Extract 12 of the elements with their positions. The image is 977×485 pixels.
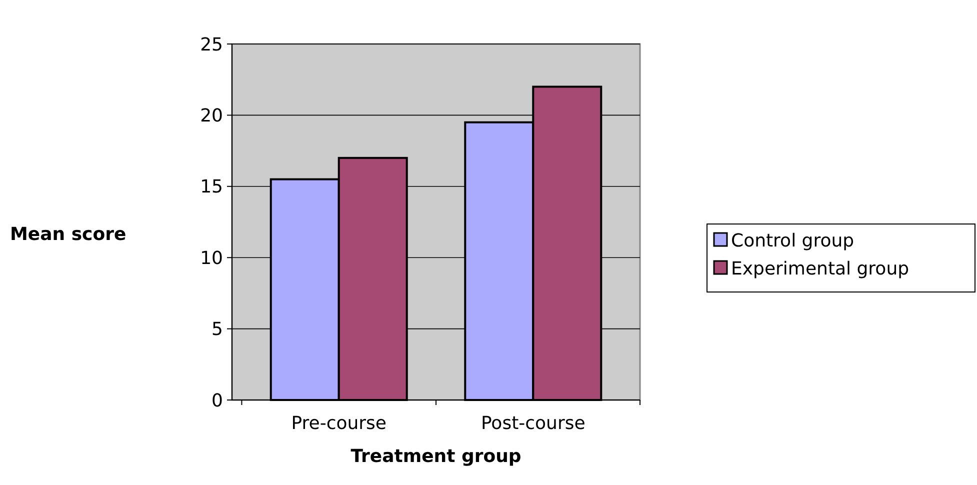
y-tick-label: 20 — [200, 106, 223, 126]
x-axis-title: Treatment group — [350, 446, 522, 467]
y-axis-title: Mean score — [10, 224, 126, 245]
y-tick-label: 25 — [200, 34, 223, 56]
y-tick-label: 5 — [212, 319, 223, 340]
x-tick-label: Post-course — [480, 413, 586, 434]
x-tick-label: Pre-course — [291, 413, 387, 434]
y-tick-label: 10 — [200, 248, 223, 269]
y-tick-label: 0 — [212, 390, 223, 412]
legend-label: Control group — [731, 230, 854, 252]
legend-label: Experimental group — [731, 258, 910, 280]
y-tick-label: 15 — [200, 176, 223, 198]
